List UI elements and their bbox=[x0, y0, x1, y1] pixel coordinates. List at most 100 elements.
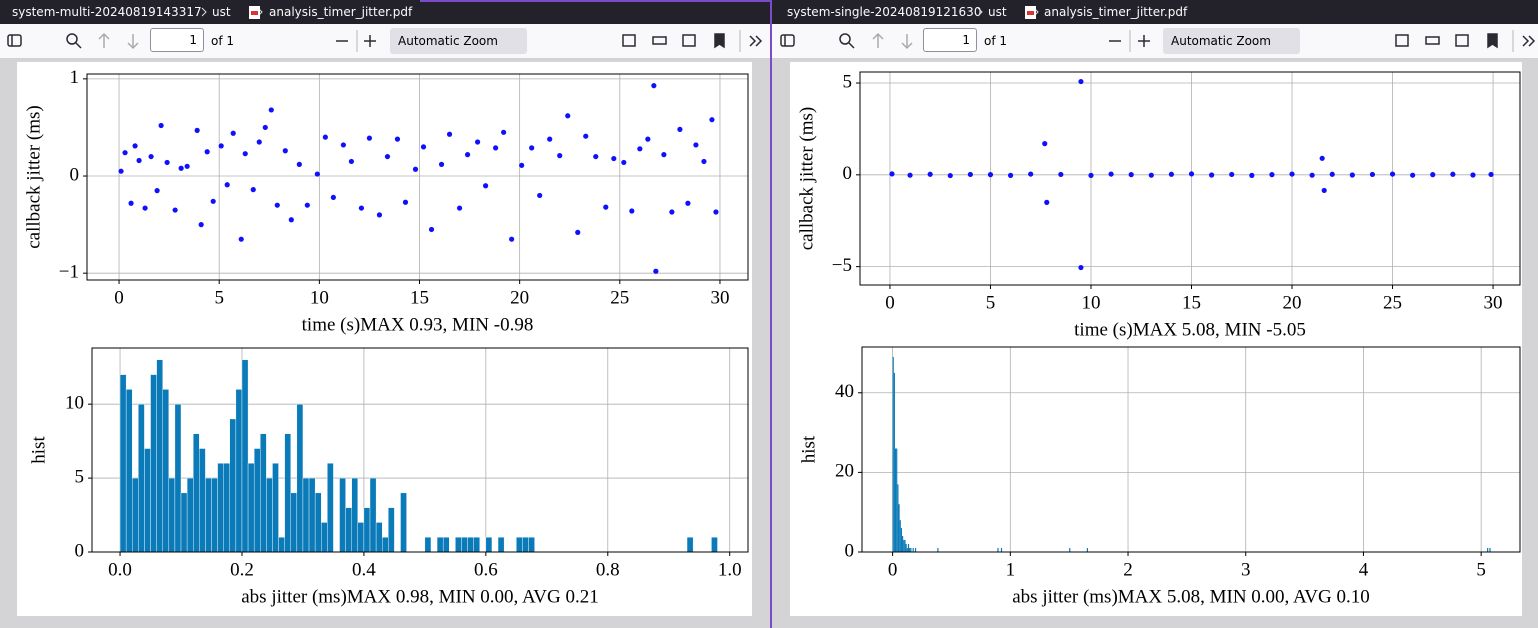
point bbox=[701, 158, 707, 165]
point bbox=[204, 149, 210, 155]
bar bbox=[150, 374, 157, 553]
point bbox=[314, 171, 320, 177]
point bbox=[651, 83, 657, 89]
point bbox=[907, 172, 913, 178]
point bbox=[172, 207, 178, 213]
point bbox=[621, 159, 627, 166]
point bbox=[661, 152, 667, 158]
point bbox=[330, 194, 336, 201]
point bbox=[210, 198, 216, 204]
bar bbox=[186, 477, 194, 553]
bar bbox=[899, 520, 901, 552]
x-tick-label: 1 bbox=[1006, 559, 1016, 580]
bar bbox=[308, 477, 316, 553]
point bbox=[154, 188, 160, 194]
y-axis-label: hist bbox=[798, 435, 819, 463]
point bbox=[394, 136, 401, 142]
bar bbox=[260, 433, 267, 553]
path-part[interactable]: ust bbox=[212, 5, 231, 19]
toolbar-icons[interactable] bbox=[0, 24, 770, 58]
bar bbox=[442, 537, 450, 553]
bar bbox=[345, 507, 352, 553]
path-part[interactable]: system-single-20240819121630 bbox=[787, 5, 982, 19]
point bbox=[358, 205, 365, 211]
point bbox=[629, 208, 635, 214]
bar bbox=[686, 537, 694, 553]
x-tick-label: 10 bbox=[310, 287, 329, 308]
toolbar-icons[interactable] bbox=[772, 24, 1538, 58]
point bbox=[1044, 199, 1050, 205]
point bbox=[288, 217, 294, 223]
point bbox=[1319, 155, 1325, 161]
bar bbox=[119, 374, 127, 553]
x-axis-label: time (s)MAX 0.93, MIN -0.98 bbox=[302, 314, 534, 335]
bar bbox=[327, 463, 334, 553]
x-axis-label: abs jitter (ms)MAX 5.08, MIN 0.00, AVG 0… bbox=[1012, 586, 1369, 607]
y-tick-label: 5 bbox=[75, 466, 85, 487]
bar bbox=[339, 477, 346, 553]
point bbox=[148, 153, 154, 160]
point bbox=[645, 136, 651, 142]
point bbox=[128, 200, 134, 206]
point bbox=[1410, 172, 1416, 178]
bar bbox=[900, 528, 903, 552]
bar bbox=[321, 522, 328, 553]
bar bbox=[174, 403, 182, 553]
point bbox=[282, 148, 288, 154]
point bbox=[1349, 172, 1355, 178]
bar bbox=[461, 537, 468, 553]
point bbox=[501, 129, 507, 135]
page-input[interactable]: 1 bbox=[150, 28, 204, 52]
point bbox=[340, 142, 346, 148]
bar bbox=[1086, 548, 1089, 552]
path-part[interactable]: analysis_timer_jitter.pdf bbox=[269, 5, 413, 19]
x-tick-label: 10 bbox=[1081, 292, 1100, 313]
x-tick-label: 0.4 bbox=[352, 559, 376, 580]
path-part[interactable]: analysis_timer_jitter.pdf bbox=[1044, 5, 1188, 19]
x-tick-label: 5 bbox=[986, 292, 996, 313]
bar bbox=[235, 389, 243, 553]
page-input[interactable]: 1 bbox=[923, 28, 977, 52]
x-tick-label: 5 bbox=[214, 287, 224, 308]
bar bbox=[522, 537, 529, 553]
bar bbox=[903, 540, 905, 552]
point bbox=[428, 226, 435, 233]
point bbox=[1078, 264, 1084, 271]
path-part[interactable]: ust bbox=[988, 5, 1007, 19]
point bbox=[1058, 171, 1064, 178]
x-tick-label: 15 bbox=[410, 287, 429, 308]
point bbox=[519, 162, 525, 168]
point bbox=[611, 155, 617, 162]
point bbox=[198, 222, 204, 228]
point bbox=[889, 171, 895, 177]
y-axis-label: callback jitter (ms) bbox=[796, 107, 817, 251]
point bbox=[1249, 172, 1255, 178]
point bbox=[1168, 171, 1175, 177]
point bbox=[274, 202, 280, 208]
bar bbox=[247, 463, 255, 553]
bar bbox=[904, 540, 906, 552]
point bbox=[268, 107, 274, 113]
y-tick-label: 20 bbox=[835, 461, 854, 482]
zoom-select[interactable]: Automatic Zoom bbox=[1163, 28, 1300, 54]
x-tick-label: 30 bbox=[1484, 292, 1503, 313]
point bbox=[438, 161, 445, 167]
bar bbox=[229, 418, 237, 553]
bar bbox=[473, 537, 480, 553]
toolbar: 1 of 1 Automatic Zoom bbox=[0, 24, 770, 59]
point bbox=[446, 131, 453, 137]
page-count: of 1 bbox=[984, 34, 1008, 48]
point bbox=[178, 165, 184, 171]
divider bbox=[770, 0, 772, 628]
point bbox=[1289, 171, 1295, 177]
y-tick-label: 0 bbox=[75, 540, 85, 561]
x-tick-label: 4 bbox=[1359, 559, 1369, 580]
path-part[interactable]: system-multi-20240819143317 bbox=[12, 5, 202, 19]
bar bbox=[138, 403, 145, 553]
y-tick-label: 1 bbox=[70, 67, 80, 88]
point bbox=[464, 152, 471, 158]
point bbox=[218, 143, 224, 149]
zoom-select[interactable]: Automatic Zoom bbox=[390, 28, 527, 54]
point bbox=[1488, 171, 1494, 178]
